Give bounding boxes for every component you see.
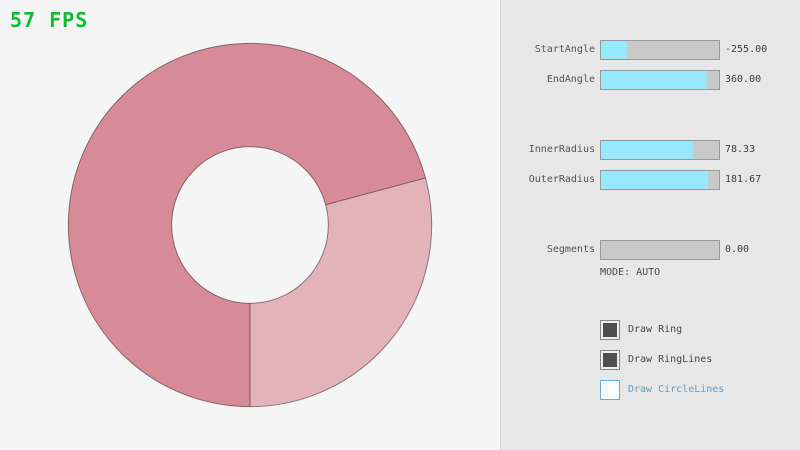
draw-ring-checkbox[interactable] (600, 320, 620, 340)
outer-radius-label: OuterRadius (528, 174, 595, 185)
start-angle-value: -255.00 (725, 44, 768, 55)
outer-radius-slider[interactable] (600, 170, 720, 190)
draw-ring-checkmark (603, 323, 617, 337)
start-angle-slider-fill (601, 41, 627, 59)
draw-ring-lines-checkmark (603, 353, 617, 367)
draw-circle-lines-checkmark (603, 383, 617, 397)
end-angle-row: EndAngle 360.00 (0, 70, 800, 90)
draw-ring-lines-row: Draw RingLines (0, 350, 800, 370)
ring-chart (67, 42, 433, 408)
segments-mode-text: MODE: AUTO (600, 267, 661, 278)
draw-ring-row: Draw Ring (0, 320, 800, 340)
fps-counter: 57 FPS (10, 8, 89, 32)
inner-radius-slider-fill (601, 141, 694, 159)
end-angle-label: EndAngle (546, 74, 595, 85)
outer-radius-value: 181.67 (725, 174, 762, 185)
segments-label: Segments (546, 244, 595, 255)
draw-circle-lines-label: Draw CircleLines (628, 384, 725, 395)
end-angle-value: 360.00 (725, 74, 762, 85)
start-angle-row: StartAngle -255.00 (0, 40, 800, 60)
outer-radius-row: OuterRadius 181.67 (0, 170, 800, 190)
outer-radius-slider-fill (601, 171, 709, 189)
segments-slider[interactable] (600, 240, 720, 260)
draw-ring-lines-label: Draw RingLines (628, 354, 713, 365)
inner-radius-row: InnerRadius 78.33 (0, 140, 800, 160)
segments-row: Segments 0.00 (0, 240, 800, 260)
inner-radius-slider[interactable] (600, 140, 720, 160)
inner-radius-label: InnerRadius (528, 144, 595, 155)
inner-radius-value: 78.33 (725, 144, 756, 155)
segments-value: 0.00 (725, 244, 750, 255)
draw-circle-lines-row: Draw CircleLines (0, 380, 800, 400)
draw-ring-label: Draw Ring (628, 324, 683, 335)
end-angle-slider-fill (601, 71, 708, 89)
start-angle-label: StartAngle (534, 44, 595, 55)
end-angle-slider[interactable] (600, 70, 720, 90)
draw-circle-lines-checkbox[interactable] (600, 380, 620, 400)
draw-ring-lines-checkbox[interactable] (600, 350, 620, 370)
start-angle-slider[interactable] (600, 40, 720, 60)
